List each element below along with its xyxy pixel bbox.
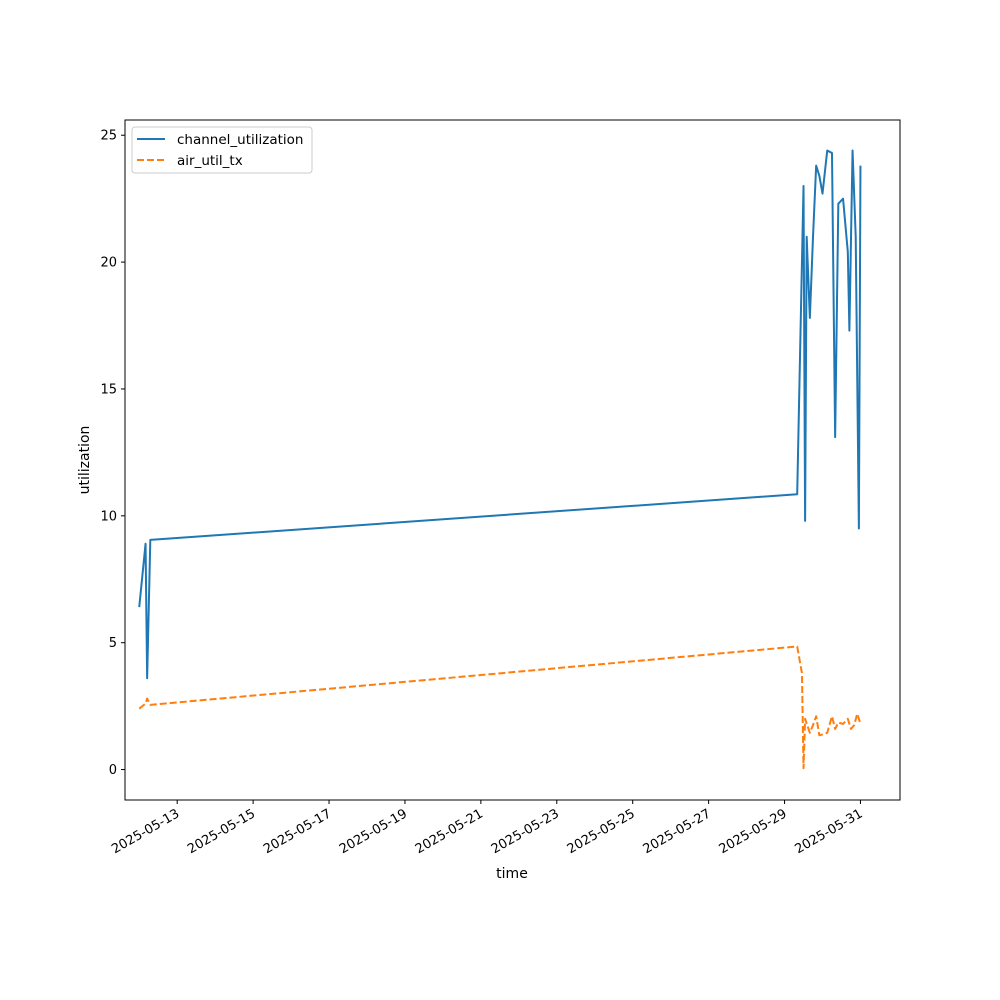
plot-frame <box>124 119 901 801</box>
legend-box <box>131 126 313 174</box>
plot-lines <box>138 149 862 770</box>
series-line-channel-utilization <box>138 149 862 680</box>
y-tick-label: 15 <box>100 382 117 397</box>
y-tick-label: 0 <box>109 763 117 778</box>
legend: channel_utilization air_util_tx <box>131 126 313 174</box>
y-axis-ticks: 0 5 10 15 20 25 <box>100 129 125 778</box>
y-tick-label: 25 <box>100 129 117 144</box>
y-tick-label: 20 <box>100 256 117 271</box>
legend-label: channel_utilization <box>177 132 304 148</box>
y-tick-label: 10 <box>100 509 117 524</box>
y-tick-label: 5 <box>109 636 117 651</box>
legend-label: air_util_tx <box>177 153 243 169</box>
x-axis-label: time <box>496 866 528 882</box>
series-line-air-util-tx <box>138 645 862 770</box>
y-axis-label: utilization <box>77 426 93 495</box>
